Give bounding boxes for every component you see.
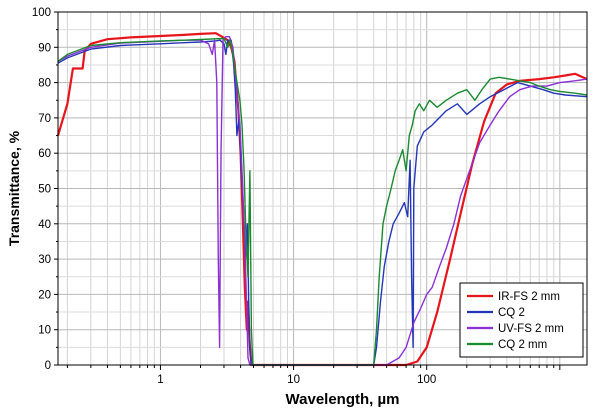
series-line-3 [57, 36, 588, 366]
y-tick-label: 100 [32, 7, 51, 19]
legend-label: IR-FS 2 mm [498, 291, 560, 303]
y-tick-label: 10 [38, 325, 51, 337]
y-tick-label: 70 [38, 113, 51, 125]
y-tick-label: 0 [45, 360, 51, 372]
series-line-4 [57, 37, 588, 366]
y-tick-label: 20 [38, 289, 51, 301]
y-axis-label: Transmittance, % [6, 130, 22, 246]
series-layer [56, 32, 588, 367]
y-tick-label: 60 [38, 148, 51, 160]
x-tick-label: 10 [287, 374, 300, 386]
y-tick-label: 50 [38, 184, 51, 196]
legend-label: CQ 2 [498, 307, 525, 319]
y-tick-label: 80 [38, 78, 51, 90]
y-tick-label: 90 [38, 42, 51, 54]
x-tick-label: 1 [157, 374, 163, 386]
y-tick-label: 40 [38, 219, 51, 231]
y-tick-label: 30 [38, 254, 51, 266]
legend: IR-FS 2 mm CQ 2 UV-FS 2 mm CQ 2 mm [459, 282, 584, 358]
x-tick-label: 100 [417, 374, 436, 386]
legend-label: CQ 2 mm [498, 339, 547, 351]
legend-label: UV-FS 2 mm [498, 323, 564, 335]
x-axis-label: Wavelength, µm [286, 391, 400, 408]
